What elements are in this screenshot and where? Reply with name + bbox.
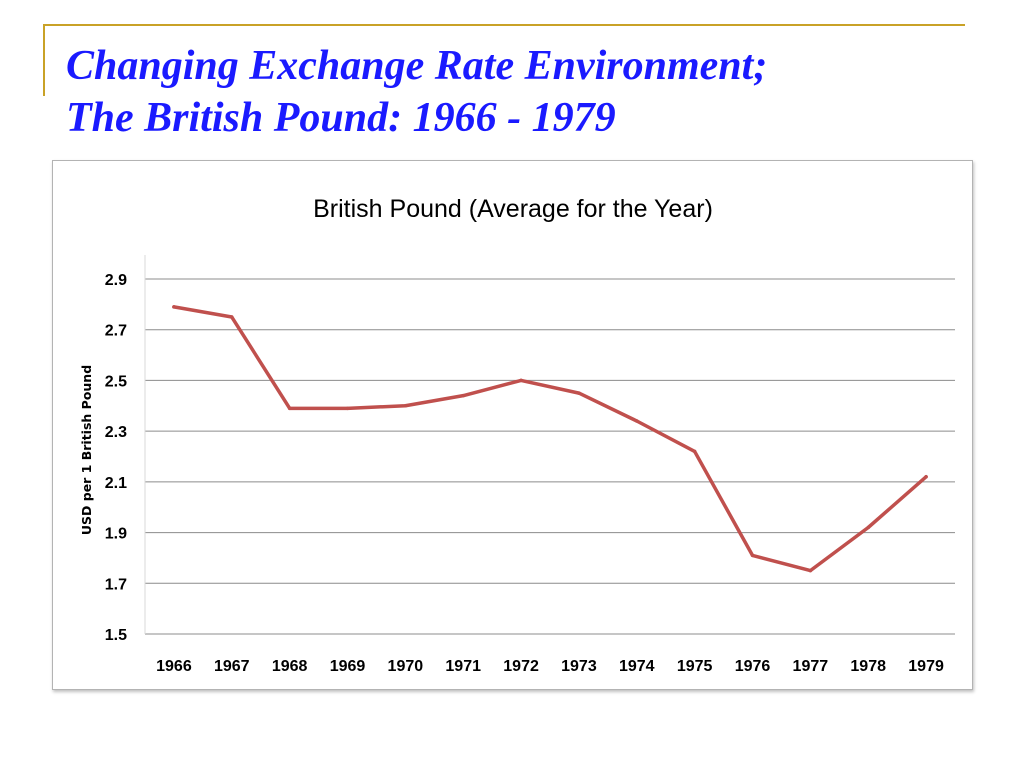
x-tick-label: 1977 bbox=[793, 658, 829, 675]
y-tick-label: 1.5 bbox=[105, 627, 127, 644]
slide-title-line-2: The British Pound: 1966 - 1979 bbox=[66, 95, 616, 141]
x-tick-label: 1979 bbox=[908, 658, 944, 675]
y-axis-label: USD per 1 British Pound bbox=[79, 365, 94, 535]
chart-title: British Pound (Average for the Year) bbox=[313, 195, 713, 223]
data-point bbox=[230, 315, 234, 319]
x-tick-label: 1970 bbox=[388, 658, 424, 675]
y-tick-label: 2.5 bbox=[105, 373, 127, 390]
title-rule-horizontal bbox=[43, 24, 965, 26]
x-tick-label: 1976 bbox=[735, 658, 771, 675]
data-point bbox=[750, 553, 755, 558]
title-rule-vertical bbox=[43, 26, 45, 96]
x-tick-label: 1966 bbox=[156, 658, 192, 675]
x-tick-label: 1972 bbox=[503, 658, 539, 675]
y-tick-label: 2.1 bbox=[105, 475, 127, 492]
series-group bbox=[172, 305, 928, 573]
y-tick-label: 2.7 bbox=[105, 323, 127, 340]
line-chart: British Pound (Average for the Year) USD… bbox=[79, 195, 955, 675]
data-point bbox=[635, 419, 639, 423]
data-point bbox=[403, 404, 408, 408]
x-tick-label: 1968 bbox=[272, 658, 308, 675]
y-tick-labels: 1.5 1.7 1.9 2.1 2.3 2.5 2.7 2.9 bbox=[105, 272, 127, 644]
x-tick-label: 1969 bbox=[330, 658, 366, 675]
x-tick-labels: 1966 1967 1968 1969 1970 1971 1972 1973 1974 1975… bbox=[156, 658, 944, 675]
x-tick-label: 1973 bbox=[561, 658, 597, 675]
data-point bbox=[172, 305, 176, 309]
x-tick-label: 1967 bbox=[214, 658, 250, 675]
data-point bbox=[461, 393, 465, 398]
y-tick-label: 2.9 bbox=[105, 272, 127, 289]
slide-title-line-1: Changing Exchange Rate Environment; bbox=[66, 43, 768, 89]
data-point bbox=[924, 475, 928, 479]
x-tick-label: 1978 bbox=[850, 658, 886, 675]
y-tick-label: 2.3 bbox=[105, 424, 127, 441]
data-point bbox=[692, 449, 697, 454]
data-point bbox=[577, 391, 581, 395]
y-tick-label: 1.9 bbox=[105, 526, 127, 543]
x-tick-label: 1975 bbox=[677, 658, 713, 675]
data-point bbox=[345, 406, 350, 411]
data-point bbox=[808, 568, 813, 573]
chart-container: British Pound (Average for the Year) USD… bbox=[52, 160, 973, 690]
slide-title: Changing Exchange Rate Environment; The … bbox=[66, 40, 966, 144]
series-line bbox=[172, 305, 928, 573]
y-tick-label: 1.7 bbox=[105, 576, 127, 593]
x-tick-label: 1971 bbox=[445, 658, 481, 675]
data-point bbox=[519, 378, 523, 383]
x-tick-label: 1974 bbox=[619, 658, 655, 675]
data-point bbox=[866, 525, 870, 530]
gridlines bbox=[144, 255, 955, 635]
data-point bbox=[287, 406, 292, 411]
